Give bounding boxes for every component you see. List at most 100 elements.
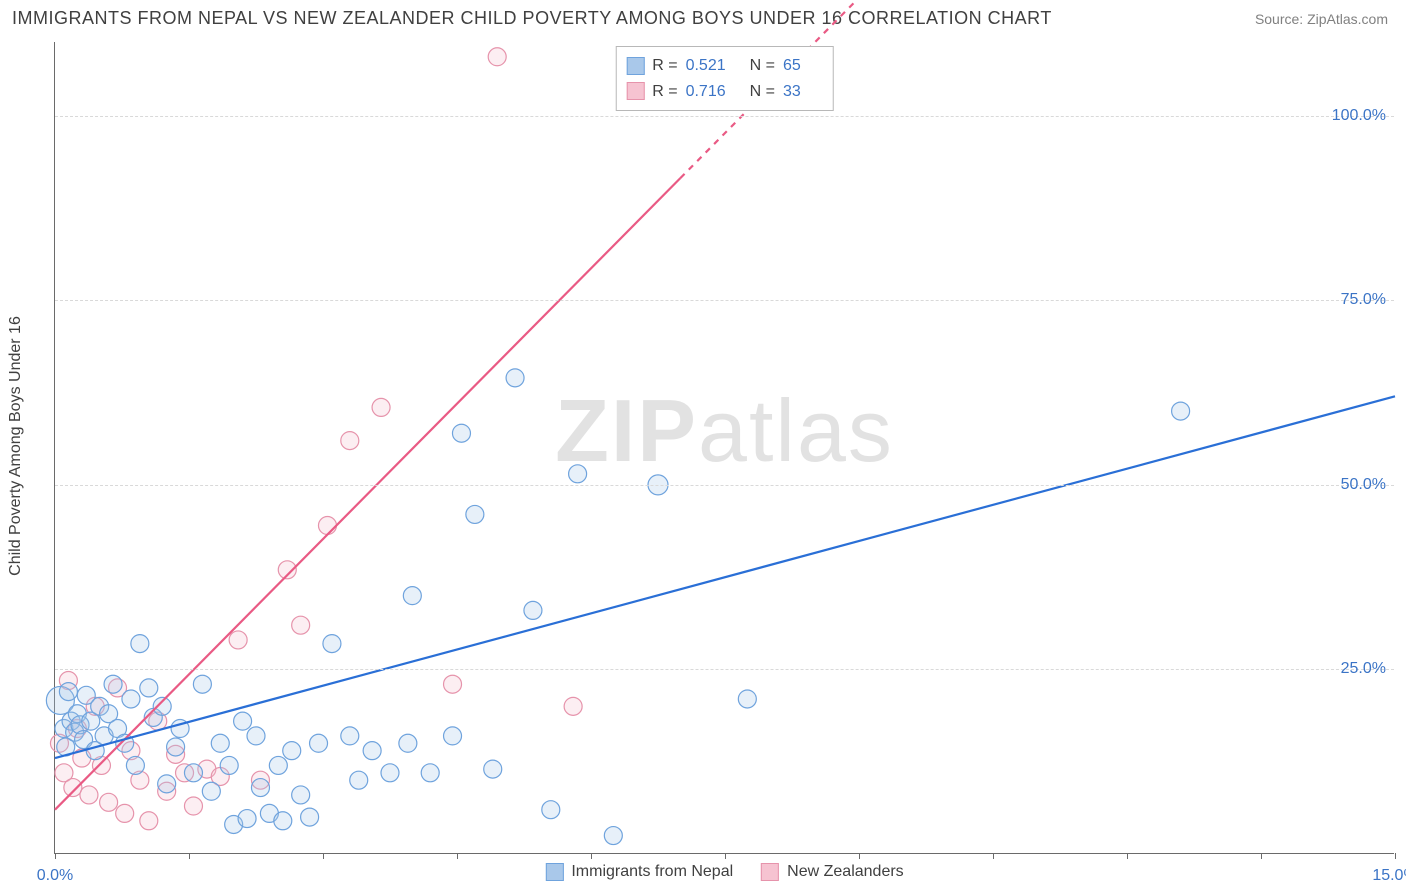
data-point xyxy=(542,801,560,819)
data-point xyxy=(381,764,399,782)
trend-line xyxy=(55,178,680,810)
data-point xyxy=(167,738,185,756)
data-point xyxy=(202,782,220,800)
data-point xyxy=(310,734,328,752)
y-tick-label: 100.0% xyxy=(1332,107,1386,125)
legend-item-nepal: Immigrants from Nepal xyxy=(545,863,733,881)
data-point xyxy=(292,786,310,804)
chart-plot-area: ZIPatlas R = 0.521 N = 65 R = 0.716 N = … xyxy=(54,42,1394,854)
data-point xyxy=(444,675,462,693)
x-tick xyxy=(1127,853,1128,859)
correlation-legend: R = 0.521 N = 65 R = 0.716 N = 33 xyxy=(615,46,834,111)
x-tick-label: 0.0% xyxy=(37,867,73,885)
chart-title: IMMIGRANTS FROM NEPAL VS NEW ZEALANDER C… xyxy=(12,8,1052,29)
data-point xyxy=(292,616,310,634)
x-tick xyxy=(993,853,994,859)
data-point xyxy=(363,742,381,760)
data-point xyxy=(229,631,247,649)
data-point xyxy=(372,398,390,416)
x-tick xyxy=(189,853,190,859)
data-point xyxy=(738,690,756,708)
data-point xyxy=(488,48,506,66)
data-point xyxy=(140,679,158,697)
data-point xyxy=(247,727,265,745)
data-point xyxy=(100,793,118,811)
data-point xyxy=(234,712,252,730)
data-point xyxy=(524,601,542,619)
data-point xyxy=(158,775,176,793)
data-point xyxy=(484,760,502,778)
x-tick xyxy=(323,853,324,859)
data-point xyxy=(80,786,98,804)
gridline xyxy=(55,116,1394,117)
n-value-nepal: 65 xyxy=(783,53,801,79)
swatch-nepal-icon xyxy=(626,57,644,75)
x-tick xyxy=(591,853,592,859)
data-point xyxy=(452,424,470,442)
legend-row-nz: R = 0.716 N = 33 xyxy=(626,79,817,105)
r-value-nepal: 0.521 xyxy=(686,53,726,79)
swatch-nepal-icon xyxy=(545,863,563,881)
data-point xyxy=(238,810,256,828)
x-tick xyxy=(457,853,458,859)
gridline xyxy=(55,669,1394,670)
y-axis-label: Child Poverty Among Boys Under 16 xyxy=(7,316,25,576)
data-point xyxy=(116,804,134,822)
trend-line xyxy=(55,396,1395,758)
data-point xyxy=(564,697,582,715)
legend-label-nepal: Immigrants from Nepal xyxy=(571,863,733,881)
gridline xyxy=(55,485,1394,486)
data-point xyxy=(301,808,319,826)
x-tick xyxy=(1395,853,1396,859)
x-tick xyxy=(859,853,860,859)
data-point xyxy=(323,635,341,653)
x-tick xyxy=(55,853,56,859)
x-tick xyxy=(1261,853,1262,859)
legend-row-nepal: R = 0.521 N = 65 xyxy=(626,53,817,79)
data-point xyxy=(341,432,359,450)
data-point xyxy=(403,587,421,605)
y-tick-label: 25.0% xyxy=(1341,660,1386,678)
data-point xyxy=(140,812,158,830)
scatter-svg xyxy=(55,42,1394,853)
data-point xyxy=(350,771,368,789)
data-point xyxy=(211,734,229,752)
data-point xyxy=(59,683,77,701)
data-point xyxy=(604,827,622,845)
r-value-nz: 0.716 xyxy=(686,79,726,105)
data-point xyxy=(1172,402,1190,420)
data-point xyxy=(184,797,202,815)
data-point xyxy=(506,369,524,387)
data-point xyxy=(341,727,359,745)
data-point xyxy=(220,756,238,774)
legend-label-nz: New Zealanders xyxy=(787,863,904,881)
data-point xyxy=(122,690,140,708)
y-tick-label: 50.0% xyxy=(1341,476,1386,494)
data-point xyxy=(193,675,211,693)
data-point xyxy=(283,742,301,760)
data-point xyxy=(274,812,292,830)
data-point xyxy=(269,756,287,774)
source-attribution: Source: ZipAtlas.com xyxy=(1255,11,1388,27)
series-legend: Immigrants from Nepal New Zealanders xyxy=(545,863,903,881)
data-point xyxy=(104,675,122,693)
data-point xyxy=(569,465,587,483)
data-point xyxy=(64,779,82,797)
swatch-nz-icon xyxy=(761,863,779,881)
x-tick-label: 15.0% xyxy=(1372,867,1406,885)
n-value-nz: 33 xyxy=(783,79,801,105)
data-point xyxy=(318,517,336,535)
legend-item-nz: New Zealanders xyxy=(761,863,904,881)
swatch-nz-icon xyxy=(626,82,644,100)
data-point xyxy=(184,764,202,782)
data-point xyxy=(251,779,269,797)
x-tick xyxy=(725,853,726,859)
data-point xyxy=(131,635,149,653)
data-point xyxy=(126,756,144,774)
gridline xyxy=(55,300,1394,301)
data-point xyxy=(421,764,439,782)
data-point xyxy=(466,505,484,523)
data-point xyxy=(399,734,417,752)
y-tick-label: 75.0% xyxy=(1341,291,1386,309)
data-point xyxy=(444,727,462,745)
